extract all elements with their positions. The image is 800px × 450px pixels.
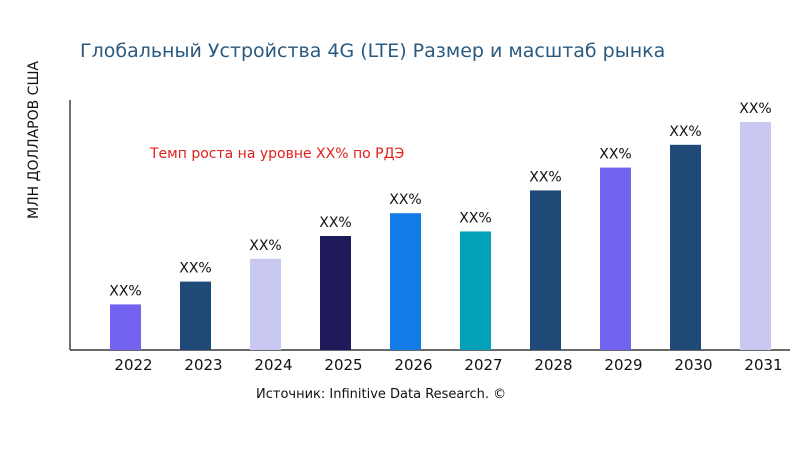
bar-2025 [320, 236, 351, 350]
bar-2028 [530, 190, 561, 350]
bar-2027 [460, 231, 491, 350]
bar-2022 [110, 304, 141, 350]
data-label-2027: XX% [459, 210, 491, 226]
source-note: Источник: Infinitive Data Research. © [256, 387, 507, 402]
bar-2026 [390, 213, 421, 350]
data-label-2031: XX% [739, 101, 771, 117]
bar-2029 [600, 167, 631, 350]
data-label-2023: XX% [179, 261, 211, 277]
x-tick-label-2028: 2028 [534, 356, 572, 374]
x-tick-label-2031: 2031 [744, 356, 782, 374]
data-label-2026: XX% [389, 192, 421, 208]
data-label-2022: XX% [109, 283, 141, 299]
chart-title: Глобальный Устройства 4G (LTE) Размер и … [80, 40, 666, 62]
data-label-2028: XX% [529, 169, 561, 185]
x-tick-label-2029: 2029 [604, 356, 642, 374]
bar-2023 [180, 281, 211, 350]
bar-2031 [740, 122, 771, 350]
cagr-annotation: Темп роста на уровне XX% по РДЭ [150, 146, 405, 162]
x-tick-label-2030: 2030 [674, 356, 712, 374]
data-label-2030: XX% [669, 124, 701, 140]
x-tick-label-2026: 2026 [394, 356, 432, 374]
bar-2024 [250, 258, 281, 350]
x-tick-label-2024: 2024 [254, 356, 292, 374]
x-tick-label-2025: 2025 [324, 356, 362, 374]
x-tick-label-2023: 2023 [184, 356, 222, 374]
data-label-2029: XX% [599, 147, 631, 163]
x-tick-label-2027: 2027 [464, 356, 502, 374]
x-tick-label-2022: 2022 [114, 356, 152, 374]
bar-2030 [670, 144, 701, 350]
data-label-2025: XX% [319, 215, 351, 231]
data-label-2024: XX% [249, 238, 281, 254]
